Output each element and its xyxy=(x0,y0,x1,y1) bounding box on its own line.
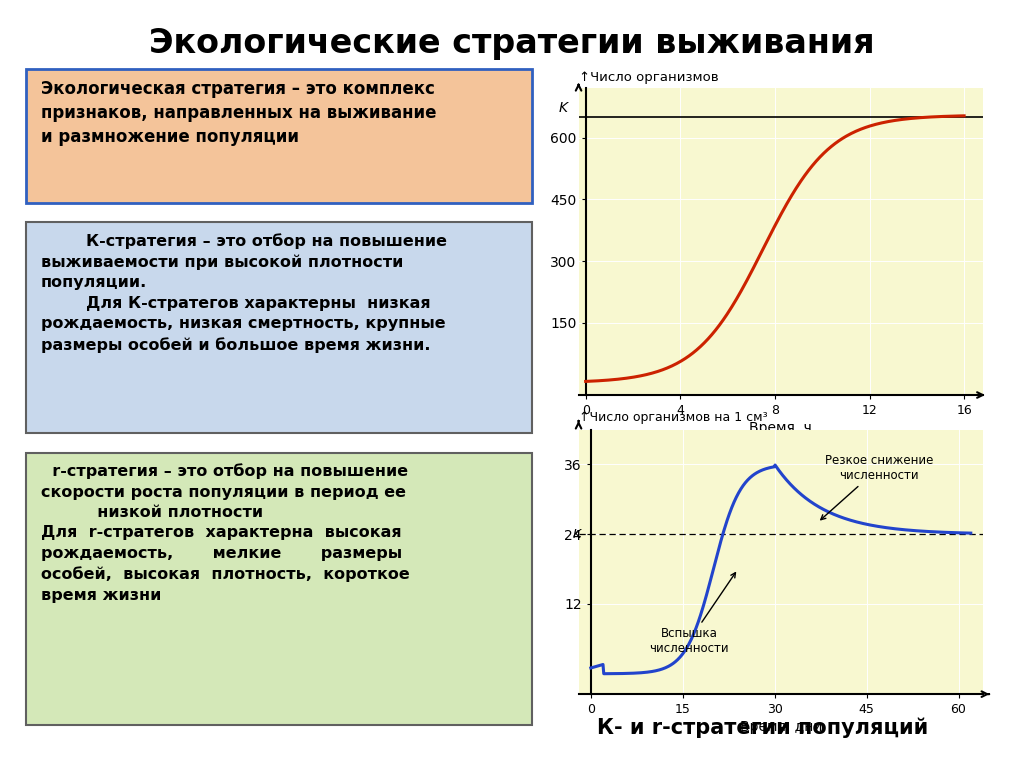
Text: ↑Число организмов на 1 см³: ↑Число организмов на 1 см³ xyxy=(579,410,767,423)
Text: Вспышка
численности: Вспышка численности xyxy=(649,573,735,655)
FancyBboxPatch shape xyxy=(26,453,532,725)
X-axis label: Время, дни: Время, дни xyxy=(739,720,822,734)
X-axis label: Время, ч: Время, ч xyxy=(750,421,812,435)
FancyBboxPatch shape xyxy=(26,69,532,203)
Text: Экологическая стратегия – это комплекс
признаков, направленных на выживание
и ра: Экологическая стратегия – это комплекс п… xyxy=(41,80,436,146)
Text: Резкое снижение
численности: Резкое снижение численности xyxy=(821,454,933,520)
Text: $K$: $K$ xyxy=(572,528,584,541)
Text: Экологические стратегии выживания: Экологические стратегии выживания xyxy=(150,27,874,60)
Text: ↑Число организмов: ↑Число организмов xyxy=(579,71,718,84)
Text: r-стратегия – это отбор на повышение
скорости роста популяции в период ее
      : r-стратегия – это отбор на повышение ско… xyxy=(41,463,410,603)
Text: К-стратегия – это отбор на повышение
выживаемости при высокой плотности
популяци: К-стратегия – это отбор на повышение выж… xyxy=(41,233,446,353)
Text: К- и r-стратегии популяций: К- и r-стратегии популяций xyxy=(597,717,929,738)
Text: $K$: $K$ xyxy=(558,101,570,115)
FancyBboxPatch shape xyxy=(26,222,532,433)
